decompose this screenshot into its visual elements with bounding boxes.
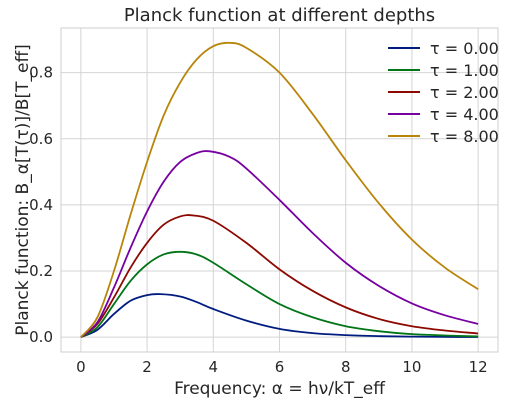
x-axis-title: Frequency: α = hν/kT_eff bbox=[174, 379, 386, 399]
tick-labels: 0 2 4 6 8 10 12 0.0 0.2 0.4 0.6 0.8 bbox=[29, 64, 488, 376]
x-tick-label: 6 bbox=[275, 358, 285, 376]
x-tick-label: 12 bbox=[469, 358, 488, 376]
y-tick-label: 0.8 bbox=[29, 64, 53, 82]
legend-label: τ = 2.00 bbox=[430, 83, 499, 102]
legend-label: τ = 0.00 bbox=[430, 39, 499, 58]
legend-label: τ = 8.00 bbox=[430, 127, 499, 146]
chart-title: Planck function at different depths bbox=[124, 5, 435, 26]
y-tick-label: 0.6 bbox=[29, 130, 53, 148]
plot-frame bbox=[60, 27, 499, 353]
legend: τ = 0.00 τ = 1.00 τ = 2.00 τ = 4.00 τ = 8.00 bbox=[388, 39, 499, 146]
grid-layer bbox=[61, 28, 498, 352]
y-tick-label: 0.2 bbox=[29, 262, 53, 280]
series-layer bbox=[80, 41, 479, 338]
x-tick-label: 0 bbox=[76, 358, 86, 376]
series-line-4 bbox=[80, 41, 479, 338]
x-tick-label: 2 bbox=[142, 358, 152, 376]
series-line-0 bbox=[80, 293, 479, 338]
series-line-3 bbox=[80, 150, 479, 338]
legend-label: τ = 4.00 bbox=[430, 105, 499, 124]
x-tick-label: 10 bbox=[402, 358, 421, 376]
x-tick-label: 8 bbox=[341, 358, 351, 376]
series-line-1 bbox=[80, 250, 479, 338]
legend-label: τ = 1.00 bbox=[430, 61, 499, 80]
y-tick-label: 0.4 bbox=[29, 196, 53, 214]
y-tick-label: 0.0 bbox=[29, 328, 53, 346]
series-line-2 bbox=[80, 214, 479, 338]
x-tick-label: 4 bbox=[209, 358, 219, 376]
y-axis-title: Planck function: B_α[T(τ)]/B[T_eff] bbox=[13, 44, 33, 336]
